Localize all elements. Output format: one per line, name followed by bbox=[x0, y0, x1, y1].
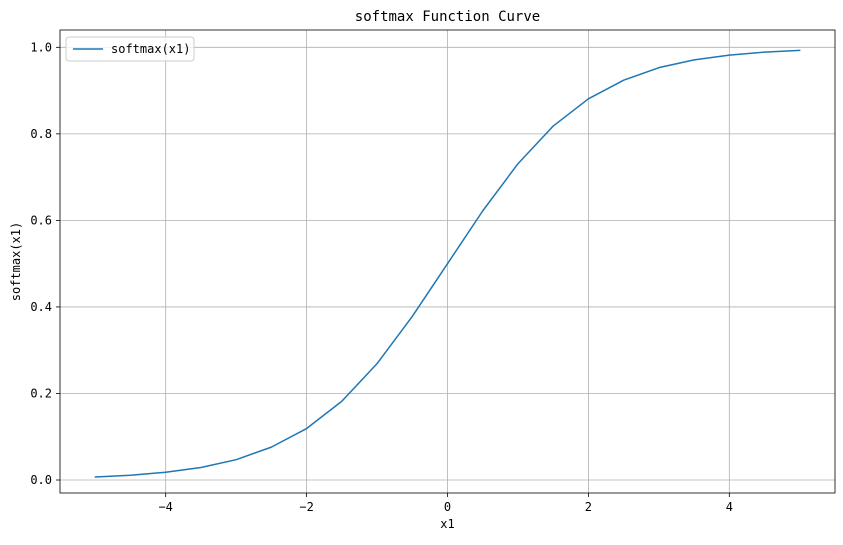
x-tick-label: 2 bbox=[585, 500, 592, 514]
y-tick-label: 0.4 bbox=[30, 300, 52, 314]
x-tick-label: −4 bbox=[158, 500, 172, 514]
y-tick-label: 0.8 bbox=[30, 127, 52, 141]
y-axis-label: softmax(x1) bbox=[9, 222, 23, 301]
x-tick-label: 4 bbox=[726, 500, 733, 514]
y-tick-label: 1.0 bbox=[30, 40, 52, 54]
legend-label-softmax: softmax(x1) bbox=[111, 42, 190, 56]
x-axis-label: x1 bbox=[440, 517, 454, 531]
y-tick-label: 0.0 bbox=[30, 473, 52, 487]
y-tick-label: 0.6 bbox=[30, 213, 52, 227]
chart-title: softmax Function Curve bbox=[355, 9, 540, 25]
x-tick-label: −2 bbox=[299, 500, 313, 514]
x-tick-label: 0 bbox=[444, 500, 451, 514]
legend: softmax(x1) bbox=[66, 37, 194, 61]
y-tick-label: 0.2 bbox=[30, 386, 52, 400]
